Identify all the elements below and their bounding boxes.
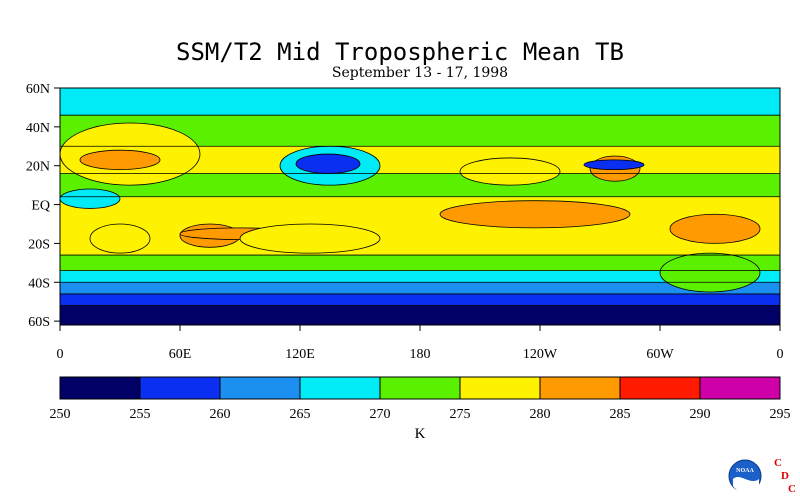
temperature-region [439,200,631,229]
y-tick-label: 60N [26,82,50,97]
colorbar-swatch [459,376,541,400]
colorbar-tick-label: 250 [50,407,71,422]
colorbar-tick-label: 260 [210,407,231,422]
noaa-cdc-logo: NOAA C D C [728,457,796,495]
colorbar-swatch [699,376,781,400]
colorbar-tick-label: 270 [370,407,391,422]
colorbar-unit-label: K [415,426,426,442]
temperature-band [60,293,780,306]
y-tick-label: 60S [28,315,50,330]
temperature-region [669,213,761,244]
colorbar-tick-label: 255 [130,407,151,422]
y-tick-label: 40N [26,121,50,136]
temperature-band [60,88,780,116]
x-tick-label: 120E [285,347,315,362]
temperature-band [60,173,780,197]
temperature-region [459,157,561,186]
temperature-band [60,270,780,283]
colorbar-tick-label: 275 [450,407,471,422]
colorbar-swatch [539,376,621,400]
colorbar-swatch [219,376,301,400]
colorbar-tick-label: 280 [530,407,551,422]
x-tick-label: 60E [169,347,192,362]
temperature-band [60,196,780,256]
x-tick-label: 60W [646,347,674,362]
logo-letter-d: D [781,470,789,482]
y-tick-label: 20N [26,160,50,175]
colorbar-tick-label: 295 [770,407,791,422]
colorbar-tick-label: 285 [610,407,631,422]
temperature-region [60,188,121,209]
colorbar-swatch [139,376,221,400]
colorbar-swatch [379,376,461,400]
y-tick-label: 40S [28,276,50,291]
temperature-region [79,149,161,170]
temperature-region [583,159,645,170]
x-tick-label: 0 [57,347,64,362]
temperature-region [239,223,381,254]
logo-text: NOAA [736,468,754,474]
logo-letter-c1: C [774,457,782,469]
colorbar-swatch [59,376,141,400]
temperature-region [89,223,151,254]
chart-title: SSM/T2 Mid Tropospheric Mean TB [176,38,624,66]
x-tick-label: 180 [410,347,431,362]
colorbar-tick-label: 265 [290,407,311,422]
logo-letter-c2: C [788,483,796,495]
chart-subtitle: September 13 - 17, 1998 [331,65,509,81]
y-tick-label: EQ [31,199,50,214]
y-tick-label: 20S [28,237,50,252]
temperature-band [60,282,780,294]
colorbar-swatch [619,376,701,400]
colorbar-tick-label: 290 [690,407,711,422]
x-tick-label: 0 [777,347,784,362]
colorbar-swatch [299,376,381,400]
x-tick-label: 120W [523,347,558,362]
temperature-region [659,252,761,293]
temperature-band [60,255,780,271]
temperature-region [295,153,361,174]
temperature-band [60,305,780,325]
